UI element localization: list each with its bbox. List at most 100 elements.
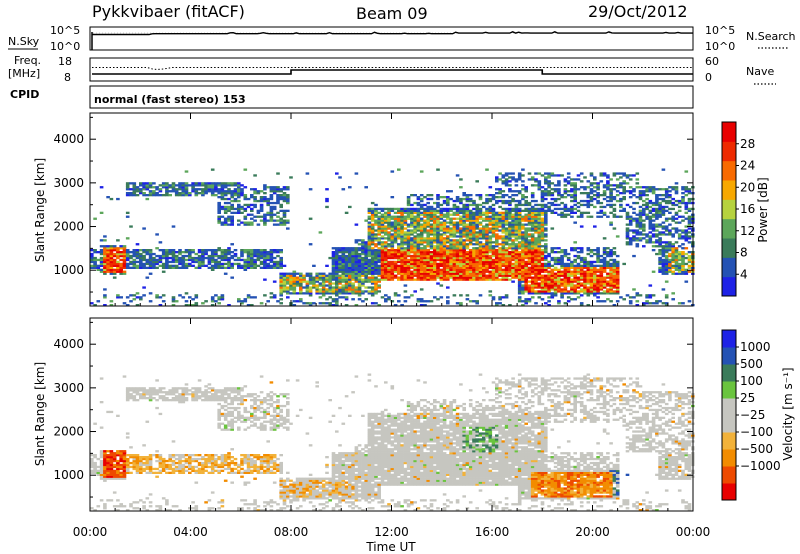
heat-cell: [488, 231, 493, 234]
heat-cell: [282, 209, 287, 212]
heat-cell: [674, 241, 679, 244]
heat-cell: [602, 249, 607, 252]
heat-cell: [90, 264, 94, 267]
heat-cell: [220, 192, 225, 195]
heat-cell: [625, 217, 630, 220]
heat-cell: [446, 262, 450, 266]
heat-cell: [632, 194, 636, 197]
heat-cell: [171, 225, 176, 228]
heat-cell: [223, 262, 228, 266]
heat-cell: [338, 262, 342, 266]
heat-cell: [602, 266, 607, 269]
heat-cell: [145, 260, 150, 264]
heat-cell: [223, 221, 228, 224]
heat-cell: [390, 266, 395, 269]
heat-cell: [589, 264, 594, 267]
heat-cell: [370, 290, 375, 293]
heat-cell: [223, 249, 228, 252]
heat-cell: [168, 260, 172, 264]
heat-cell: [220, 205, 225, 209]
heat-cell: [393, 276, 398, 279]
heat-cell: [576, 282, 581, 285]
heat-cell: [478, 278, 483, 281]
heat-cell: [341, 272, 346, 275]
heat-cell: [139, 188, 143, 191]
heat-cell: [387, 209, 391, 212]
heat-cell: [289, 276, 293, 279]
heat-cell: [367, 225, 372, 228]
heat-cell: [521, 304, 525, 307]
heat-cell: [446, 276, 450, 279]
heat-cell: [681, 264, 685, 267]
heat-cell: [259, 249, 264, 252]
heat-cell: [423, 300, 427, 303]
heat-cell: [658, 258, 662, 262]
heat-cell: [191, 304, 195, 307]
heat-cell: [570, 188, 574, 191]
heat-cell: [289, 278, 293, 281]
heat-cell: [530, 245, 535, 248]
heat-cell: [354, 304, 359, 307]
heat-cell: [210, 266, 215, 269]
heat-cell: [635, 186, 640, 189]
heat-cell: [485, 245, 489, 248]
heat-cell: [566, 262, 571, 266]
heat-cell: [511, 247, 515, 250]
heat-cell: [628, 296, 633, 299]
heat-cell: [681, 270, 685, 273]
heat-cell: [282, 221, 287, 224]
heat-cell: [553, 174, 558, 177]
heat-cell: [364, 254, 368, 258]
heat-cell: [527, 292, 532, 295]
heat-cell: [390, 239, 395, 242]
heat-cell: [579, 288, 584, 291]
heat-cell: [406, 278, 411, 281]
heat-cell: [132, 249, 137, 252]
heat-cell: [223, 266, 228, 269]
heat-cell: [459, 201, 463, 205]
heat-cell: [482, 231, 486, 234]
heat-cell: [530, 213, 535, 216]
heat-cell: [384, 274, 388, 277]
heat-cell: [384, 266, 388, 269]
heat-cell: [256, 264, 261, 267]
heat-cell: [452, 241, 457, 244]
heat-cell: [246, 254, 251, 258]
heat-cell: [517, 245, 522, 248]
heat-cell: [419, 243, 424, 246]
heat-cell: [449, 254, 453, 258]
heat-cell: [579, 284, 584, 287]
heat-cell: [517, 278, 522, 281]
heat-cell: [243, 194, 248, 197]
heat-cell: [495, 235, 499, 238]
heat-cell: [563, 280, 568, 283]
heat-cell: [550, 258, 555, 262]
heat-cell: [139, 249, 143, 252]
heat-cell: [671, 201, 675, 205]
cpid-frame: [89, 85, 694, 109]
heat-cell: [687, 256, 692, 260]
heat-cell: [132, 194, 137, 197]
heat-cell: [426, 237, 430, 240]
heat-cell: [534, 284, 538, 287]
heat-cell: [462, 260, 466, 264]
heat-cell: [446, 227, 450, 230]
heat-cell: [335, 270, 339, 273]
heat-cell: [446, 302, 450, 305]
heat-cell: [517, 219, 522, 222]
heat-cell: [540, 252, 545, 256]
heat-cell: [550, 278, 555, 281]
heat-cell: [380, 209, 385, 212]
heat-cell: [530, 266, 535, 269]
heat-cell: [263, 215, 267, 218]
heat-cell: [276, 199, 280, 203]
heat-cell: [223, 223, 228, 226]
heat-cell: [681, 260, 685, 264]
heat-cell: [521, 209, 525, 212]
heat-cell: [188, 304, 192, 307]
heat-cell: [508, 172, 512, 175]
heat-cell: [446, 203, 450, 207]
heat-cell: [482, 258, 486, 262]
heat-cell: [530, 207, 535, 211]
heat-cell: [439, 239, 444, 242]
